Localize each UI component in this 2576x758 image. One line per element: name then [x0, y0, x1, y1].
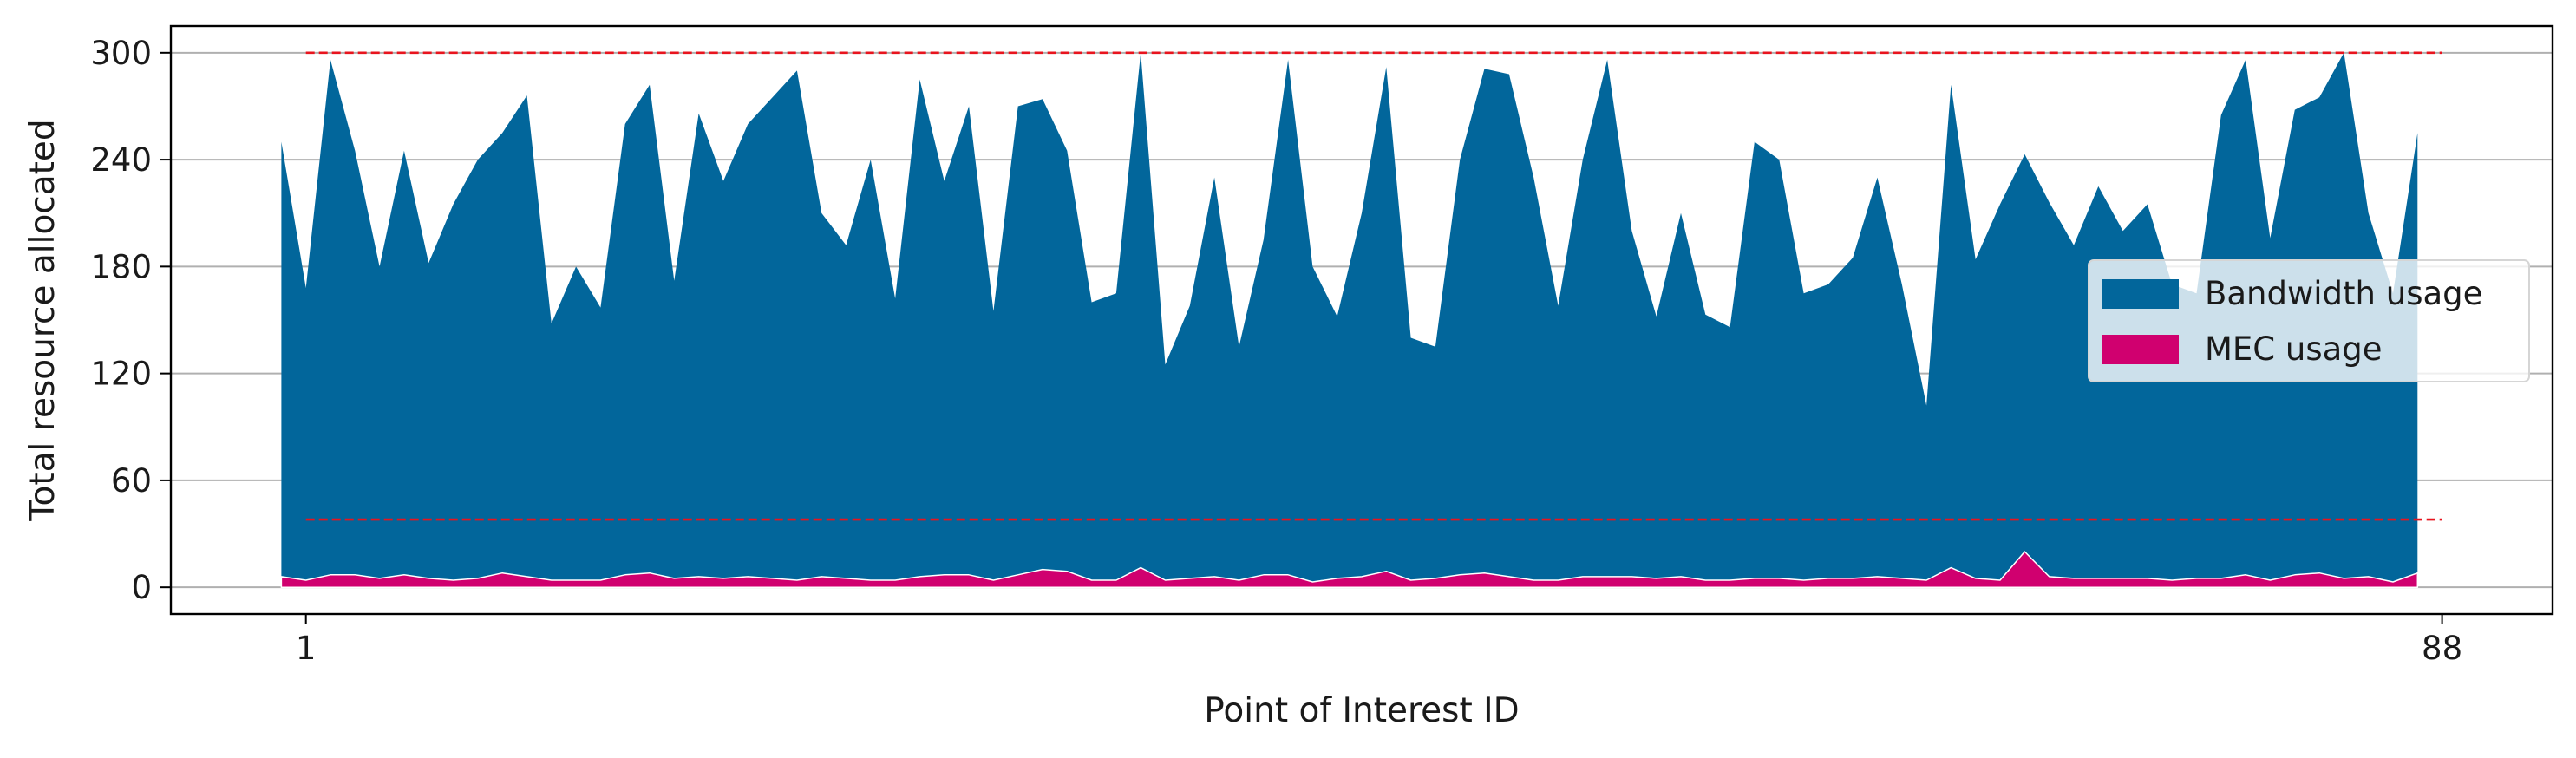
legend-swatch	[2102, 335, 2179, 364]
legend: Bandwidth usage MEC usage	[2088, 259, 2530, 382]
y-tick-label: 180	[90, 248, 152, 285]
y-tick-label: 120	[90, 356, 152, 393]
legend-box	[2088, 259, 2530, 382]
plot-frame	[169, 24, 2554, 616]
x-tick-label: 1	[296, 630, 317, 667]
y-tick-label: 0	[131, 569, 152, 606]
area-bandwidth-usage	[281, 52, 2418, 588]
y-tick-label: 300	[90, 35, 152, 72]
y-tick-label: 240	[90, 141, 152, 179]
series-areas	[280, 52, 2419, 588]
reference-lines	[305, 51, 2442, 521]
y-axis-label: Total resource allocated	[23, 119, 62, 521]
legend-swatch	[2102, 279, 2179, 309]
legend-label: MEC usage	[2205, 330, 2383, 368]
x-axis-label: Point of Interest ID	[1204, 691, 1519, 730]
x-tick-label: 88	[2422, 630, 2462, 667]
area-mec-usage	[280, 551, 2419, 588]
axes: 0 60 120 180 240 300 1 88	[90, 35, 2462, 667]
y-tick-label: 60	[111, 462, 152, 500]
legend-label: Bandwidth usage	[2205, 275, 2482, 312]
